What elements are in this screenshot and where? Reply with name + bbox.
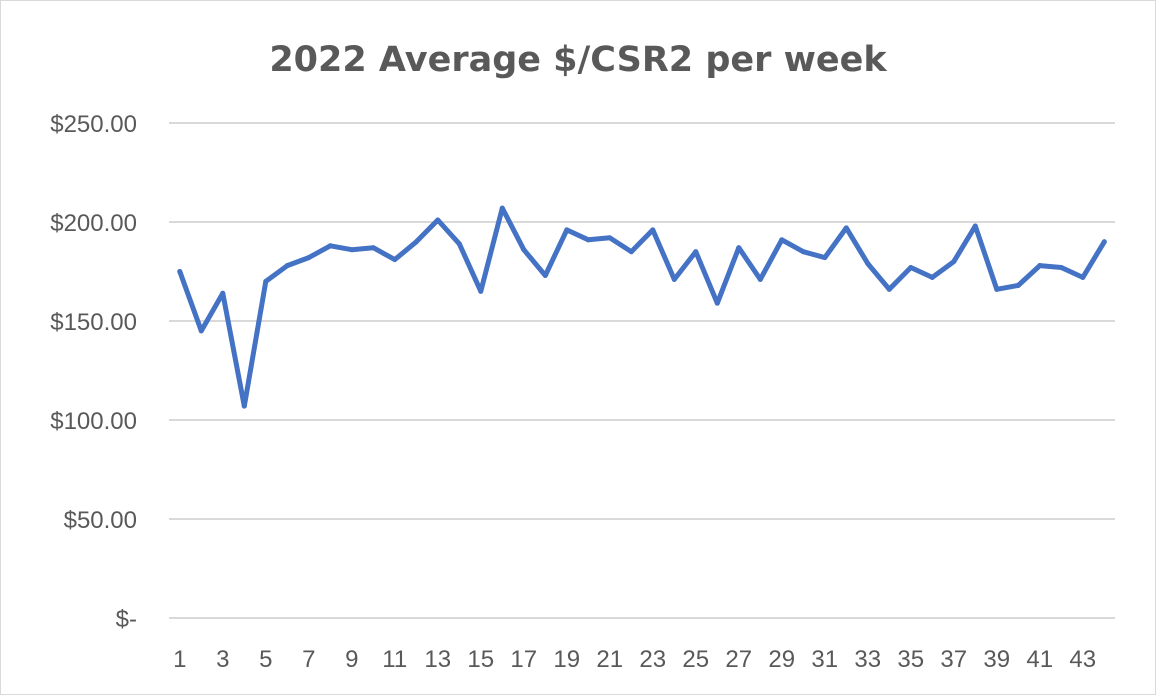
x-tick-label: 5 (259, 646, 272, 673)
data-point (413, 239, 419, 245)
data-point (693, 249, 699, 255)
data-point (951, 259, 957, 265)
data-point (994, 286, 1000, 292)
data-point (521, 247, 527, 253)
x-tick-label: 33 (854, 646, 881, 673)
data-point (198, 328, 204, 334)
grid-lines (169, 122, 1115, 619)
data-point (263, 278, 269, 284)
x-tick-label: 19 (553, 646, 580, 673)
x-tick-label: 39 (983, 646, 1010, 673)
data-point (478, 288, 484, 294)
data-point (714, 300, 720, 306)
data-point (370, 245, 376, 251)
data-point (327, 243, 333, 249)
data-point (564, 227, 570, 233)
x-tick-label: 3 (216, 646, 229, 673)
data-point (972, 223, 978, 229)
x-tick-label: 23 (639, 646, 666, 673)
data-point (628, 249, 634, 255)
data-point (779, 237, 785, 243)
x-tick-label: 41 (1026, 646, 1053, 673)
x-tick-label: 35 (897, 646, 924, 673)
data-point (1101, 239, 1107, 245)
data-point (435, 217, 441, 223)
data-point (220, 290, 226, 296)
data-point (886, 286, 892, 292)
x-tick-label: 9 (345, 646, 358, 673)
data-point (392, 257, 398, 263)
data-point (1058, 265, 1064, 271)
x-tick-label: 27 (725, 646, 752, 673)
x-tick-label: 17 (510, 646, 537, 673)
y-tick-label: $100.00 (50, 408, 137, 435)
data-point (607, 235, 613, 241)
x-tick-label: 11 (382, 646, 407, 673)
data-point (800, 249, 806, 255)
x-axis-ticks: 1 3 5 7 9 11 13 15 17 19 21 23 25 27 29 31 33 35 37 39 41 43 (173, 646, 1096, 673)
data-point (736, 245, 742, 251)
data-point (499, 205, 505, 211)
x-tick-label: 37 (940, 646, 967, 673)
y-tick-label: $200.00 (50, 210, 137, 237)
data-point (349, 247, 355, 253)
data-point (822, 255, 828, 261)
y-tick-label: $150.00 (50, 309, 137, 336)
data-point (542, 272, 548, 278)
data-point (671, 276, 677, 282)
data-point (456, 241, 462, 247)
x-tick-label: 29 (768, 646, 795, 673)
x-tick-label: 43 (1069, 646, 1096, 673)
x-tick-label: 21 (596, 646, 623, 673)
y-tick-label: $- (116, 606, 137, 633)
data-point (843, 225, 849, 231)
data-point (177, 269, 183, 274)
data-point (908, 265, 914, 271)
series-line (177, 205, 1107, 409)
x-tick-label: 1 (173, 646, 186, 673)
x-tick-label: 25 (682, 646, 709, 673)
data-point (306, 255, 312, 261)
x-tick-label: 7 (302, 646, 315, 673)
data-point (1015, 282, 1021, 288)
data-point (757, 276, 763, 282)
data-point (241, 403, 247, 409)
data-point (1037, 263, 1043, 269)
data-point (585, 237, 591, 243)
data-point (650, 227, 656, 233)
data-point (929, 274, 935, 280)
x-tick-label: 15 (467, 646, 494, 673)
x-tick-label: 31 (811, 646, 838, 673)
y-tick-label: $50.00 (64, 507, 137, 534)
data-point (865, 261, 871, 267)
y-axis-ticks: $250.00 $200.00 $150.00 $100.00 $50.00 $- (50, 111, 137, 633)
y-tick-label: $250.00 (50, 111, 137, 138)
x-tick-label: 13 (424, 646, 451, 673)
data-point (284, 263, 290, 269)
series-layer (177, 205, 1107, 409)
chart-title: 2022 Average $/CSR2 per week (269, 40, 887, 80)
data-point (1080, 274, 1086, 280)
